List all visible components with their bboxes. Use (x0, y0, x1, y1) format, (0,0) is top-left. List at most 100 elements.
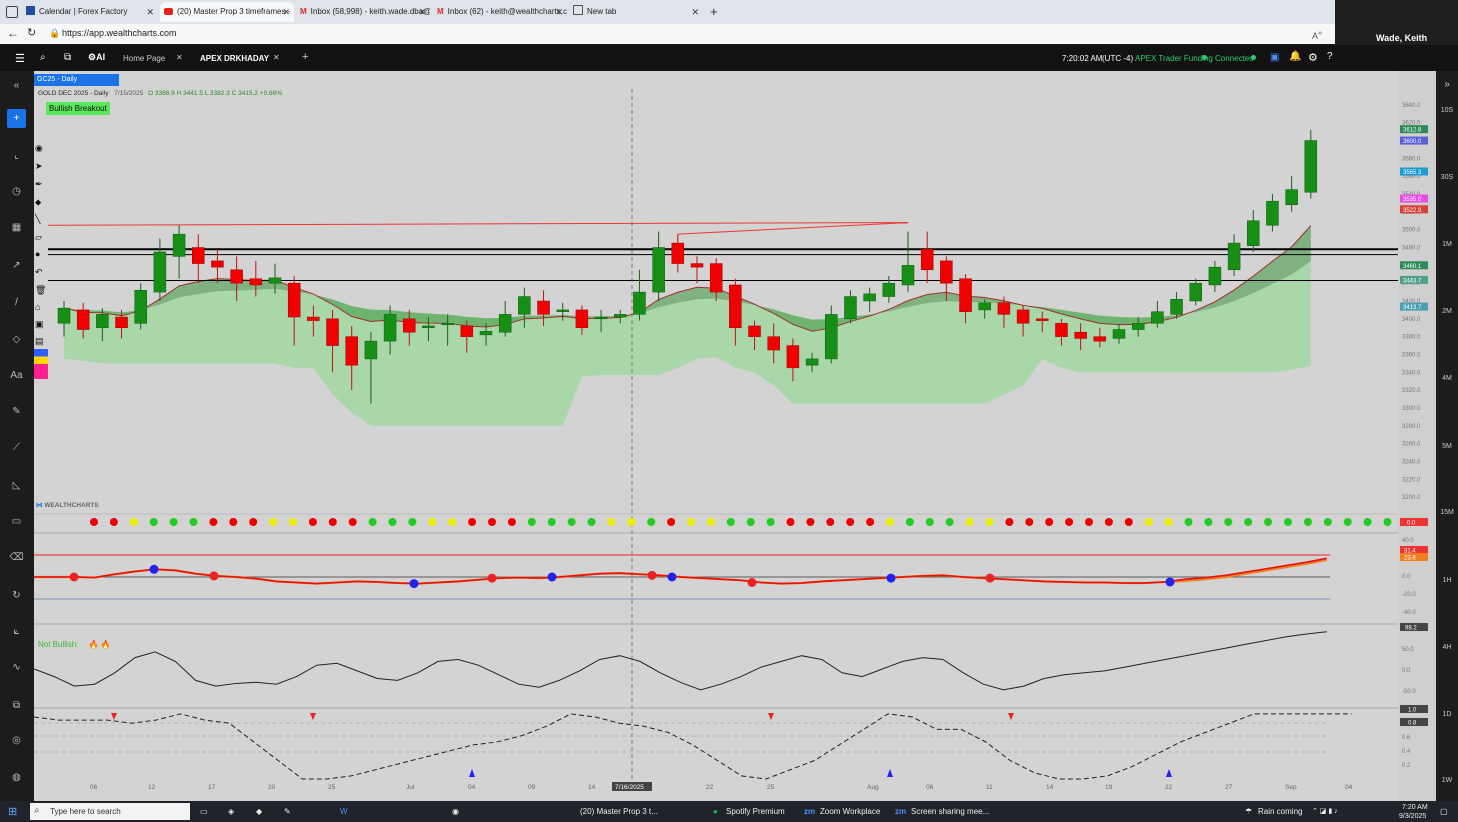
browser-tab-2[interactable]: (20) Master Prop 3 timeframes - ✕ (160, 2, 294, 22)
chart-area[interactable]: GC25 - Daily GOLD DEC 2025 - Daily 7/15/… (34, 71, 1436, 801)
weather-status[interactable]: Rain coming (1258, 807, 1303, 816)
help-icon[interactable]: ? (1327, 51, 1333, 62)
collapse-icon[interactable]: « (13, 80, 20, 91)
tray-icons[interactable]: ⌃ ◪ ▮ ♪ (1312, 808, 1338, 815)
color-swatch-icon[interactable] (34, 349, 48, 379)
menu-icon[interactable]: ☰ (15, 53, 25, 65)
app-tab-active[interactable]: APEX DRKHADAY (200, 54, 270, 63)
strategy-icon[interactable]: ∿ (12, 662, 21, 673)
oscillator-cross-dot (487, 573, 497, 583)
zoom-share-icon[interactable]: zm (895, 807, 907, 816)
text-tool-icon[interactable]: Aa (10, 370, 23, 381)
browser-tab-1[interactable]: Calendar | Forex Factory ✕ (24, 2, 158, 22)
lock-icon[interactable]: ⌂ (35, 302, 41, 312)
word-icon[interactable]: W (340, 807, 348, 816)
ruler-icon[interactable]: ⟋ (13, 442, 20, 453)
gear-icon[interactable]: ⚙ (1308, 52, 1318, 64)
taskbar-app-icon[interactable]: ◆ (256, 807, 263, 816)
url-field[interactable]: https://app.wealthcharts.com (62, 28, 177, 38)
taskbar-app-icon[interactable]: ✎ (284, 807, 291, 816)
windows-start-icon[interactable]: ⊞ (8, 806, 18, 818)
line-tool-icon[interactable]: ╲ (35, 214, 41, 224)
taskbar-item-zoom[interactable]: Zoom Workplace (820, 807, 881, 816)
undo-icon[interactable]: ↶ (35, 267, 43, 277)
ai-icon[interactable]: ⚙AI (88, 52, 106, 62)
close-icon[interactable]: ✕ (418, 7, 426, 17)
trend-icon[interactable]: ↗ (12, 260, 21, 271)
eye-icon[interactable]: ◉ (35, 143, 43, 153)
timeframe-4h[interactable]: 4H (1442, 644, 1452, 651)
timeframe-2m[interactable]: 2M (1442, 308, 1452, 315)
read-aloud-icon[interactable]: A» (1312, 28, 1323, 41)
close-icon[interactable]: ✕ (146, 7, 154, 17)
app-tab-home[interactable]: Home Page (123, 54, 166, 63)
close-icon[interactable]: ✕ (555, 7, 563, 17)
timeframe-10s[interactable]: 10S (1440, 107, 1454, 114)
close-icon[interactable]: ✕ (273, 53, 280, 62)
target-icon[interactable]: ◎ (12, 735, 21, 746)
site-info-icon[interactable]: 🔒 (49, 28, 61, 38)
zoom-icon[interactable]: zm (804, 807, 816, 816)
close-icon[interactable]: ✕ (691, 7, 699, 17)
notification-icon[interactable]: ▢ (1440, 807, 1448, 816)
price-chart[interactable]: 0.040.020.00.0-20.0-40.031.423.850.00.0-… (34, 71, 1436, 801)
tag-icon[interactable]: ⬥ (35, 197, 42, 207)
layers-icon[interactable]: ⧉ (12, 700, 21, 711)
timeframe-5m[interactable]: 5M (1442, 443, 1452, 450)
clock-icon[interactable]: ◷ (12, 186, 21, 197)
pen-icon[interactable]: ✒ (35, 179, 43, 189)
browser-tab-4[interactable]: M Inbox (62) - keith@wealthcharts.c ✕ (433, 2, 567, 22)
measure-icon[interactable]: ◺ (12, 480, 21, 491)
eraser-icon[interactable]: ⌫ (9, 552, 24, 563)
sell-arrow (111, 713, 117, 720)
expand-icon[interactable]: » (1444, 79, 1450, 90)
note-icon[interactable]: ▤ (35, 336, 44, 346)
timeframe-30s[interactable]: 30S (1440, 174, 1454, 181)
taskbar-item-screenshare[interactable]: Screen sharing mee... (911, 807, 990, 816)
back-icon[interactable]: ← (7, 26, 19, 40)
account-name[interactable]: APEX Trader Funding (1135, 54, 1213, 63)
chrome-icon[interactable]: ◉ (452, 807, 459, 816)
sync-icon[interactable]: ↻ (12, 590, 21, 601)
dot-icon[interactable]: ● (35, 249, 41, 259)
browser-tab-3[interactable]: M Inbox (58,998) - keith.wade.dba@ ✕ (296, 2, 430, 22)
screen-icon[interactable]: ▭ (11, 516, 22, 527)
globe-icon[interactable]: ◍ (12, 772, 21, 783)
chart-type-icon[interactable]: ⌞ (14, 150, 19, 161)
line-tool-icon[interactable]: / (15, 297, 18, 308)
spotify-icon[interactable]: ● (713, 807, 718, 816)
cursor-icon[interactable]: ➤ (35, 161, 43, 171)
camera-icon[interactable]: ▣ (35, 319, 44, 329)
refresh-icon[interactable]: ↻ (27, 27, 37, 39)
trash-icon[interactable]: 🗑 (35, 285, 47, 295)
browser-tab-5[interactable]: New tab ✕ (569, 2, 703, 22)
add-icon[interactable]: + (7, 109, 26, 128)
taskbar-item-spotify[interactable]: Spotify Premium (726, 807, 785, 816)
indicator-icon[interactable]: ⟀ (13, 626, 20, 637)
close-icon[interactable]: ✕ (176, 53, 183, 62)
tag-icon[interactable]: ◇ (12, 334, 21, 345)
timeframe-1m[interactable]: 1M (1442, 241, 1452, 248)
calendar-icon[interactable]: ▦ (11, 222, 22, 233)
copy-icon[interactable]: ⧉ (64, 52, 72, 63)
timeframe-1w[interactable]: 1W (1441, 777, 1453, 784)
taskbar-search[interactable]: ⌕ Type here to search (30, 803, 190, 820)
timeframe-1h[interactable]: 1H (1442, 577, 1452, 584)
timeframe-1d[interactable]: 1D (1442, 711, 1452, 718)
save-icon[interactable]: ▣ (1270, 52, 1280, 63)
search-icon[interactable]: ⌕ (40, 52, 46, 63)
close-icon[interactable]: ✕ (282, 7, 290, 17)
add-tab-icon[interactable]: + (302, 51, 309, 63)
taskbar-app-icon[interactable]: ◈ (228, 807, 235, 816)
new-tab-button[interactable]: + (710, 4, 718, 19)
timeframe-15m[interactable]: 15M (1440, 509, 1454, 516)
task-view-icon[interactable]: ▭ (200, 807, 208, 816)
price-tick-label: 3480.0 (1402, 246, 1421, 252)
ruler-icon[interactable]: ▱ (35, 232, 42, 242)
taskbar-item-youtube[interactable]: (20) Master Prop 3 t... (580, 807, 658, 816)
timeframe-4m[interactable]: 4M (1442, 375, 1452, 382)
pencil-icon[interactable]: ✎ (12, 406, 21, 417)
symbol-tab[interactable]: GC25 - Daily (34, 74, 119, 86)
tab-actions-icon[interactable] (6, 6, 18, 18)
bell-icon[interactable]: 🔔 (1289, 51, 1302, 62)
